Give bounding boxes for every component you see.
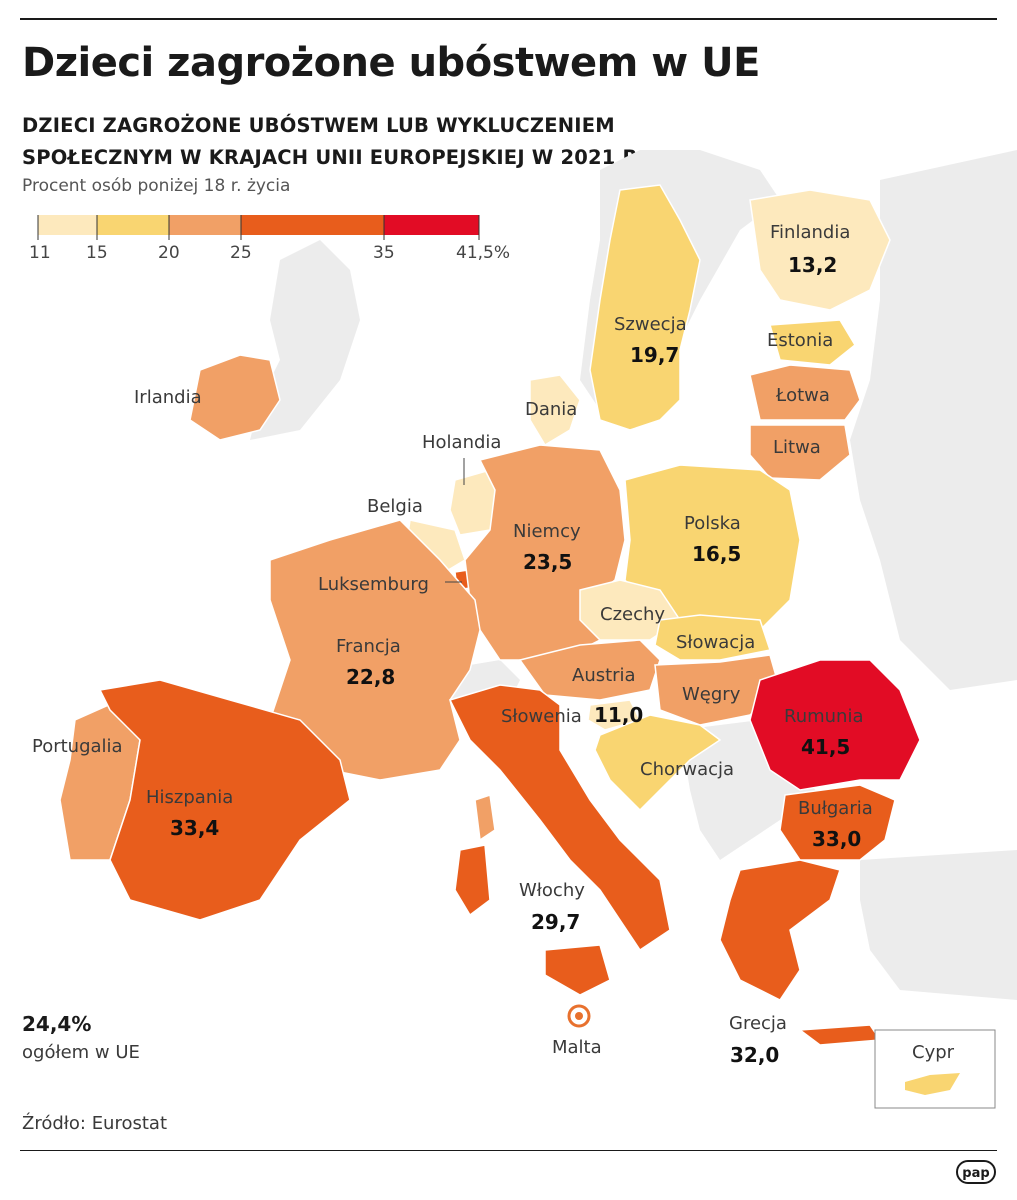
label-luksemburg: Luksemburg bbox=[318, 574, 429, 595]
label-hiszpania: Hiszpania bbox=[146, 787, 233, 808]
legend-tick-25: 25 bbox=[230, 243, 252, 263]
source-note: Źródło: Eurostat bbox=[22, 1113, 168, 1134]
label-slowenia: Słowenia bbox=[501, 706, 582, 727]
country-slowacja bbox=[654, 614, 771, 661]
country-grecja bbox=[719, 859, 841, 1001]
country-litwa bbox=[749, 424, 851, 481]
malta-dot bbox=[575, 1012, 583, 1020]
legend: 11 15 20 25 35 41,5% bbox=[29, 215, 510, 263]
value-rumunia: 41,5 bbox=[801, 735, 850, 759]
label-holandia: Holandia bbox=[422, 432, 501, 453]
eu-countries bbox=[59, 184, 921, 1046]
country-irlandia bbox=[189, 354, 281, 441]
subtitle: DZIECI ZAGROŻONE UBÓSTWEM LUB WYKLUCZENI… bbox=[22, 110, 646, 174]
country-bulgaria bbox=[779, 784, 896, 861]
label-wegry: Węgry bbox=[682, 684, 741, 705]
value-szwecja: 19,7 bbox=[630, 343, 679, 367]
country-cypr bbox=[905, 1073, 960, 1095]
value-polska: 16,5 bbox=[692, 542, 741, 566]
subtitle-line-1: DZIECI ZAGROŻONE UBÓSTWEM LUB WYKLUCZENI… bbox=[22, 114, 615, 137]
label-bulgaria: Bułgaria bbox=[798, 798, 873, 819]
label-malta: Malta bbox=[552, 1037, 602, 1058]
label-irlandia: Irlandia bbox=[134, 387, 202, 408]
legend-bin-20-25 bbox=[169, 215, 241, 235]
label-portugalia: Portugalia bbox=[32, 736, 123, 757]
turkey-shape bbox=[860, 850, 1017, 1000]
malta-marker bbox=[567, 1004, 591, 1028]
label-estonia: Estonia bbox=[767, 330, 833, 351]
label-austria: Austria bbox=[572, 665, 636, 686]
eu-total-value: 24,4% bbox=[22, 1012, 92, 1036]
legend-tick-11: 11 bbox=[29, 243, 51, 263]
label-rumunia: Rumunia bbox=[784, 706, 864, 727]
legend-tick-35: 35 bbox=[373, 243, 395, 263]
label-polska: Polska bbox=[684, 513, 741, 534]
pap-logo: pap bbox=[956, 1160, 996, 1184]
label-lotwa: Łotwa bbox=[775, 385, 830, 406]
country-austria bbox=[518, 639, 661, 701]
legend-bin-11-15 bbox=[38, 215, 97, 235]
unit-note: Procent osób poniżej 18 r. życia bbox=[22, 176, 291, 196]
country-dania bbox=[529, 374, 581, 447]
label-grecja: Grecja bbox=[729, 1013, 787, 1034]
value-slowenia: 11,0 bbox=[594, 703, 643, 727]
bottom-rule bbox=[20, 1150, 997, 1151]
cypr-inset-box bbox=[874, 1029, 996, 1109]
country-hiszpania bbox=[98, 679, 351, 921]
page-title: Dzieci zagrożone ubóstwem w UE bbox=[22, 40, 760, 86]
country-labels: Finlandia 13,2 Szwecja 19,7 Estonia Łotw… bbox=[32, 222, 955, 1067]
label-belgia: Belgia bbox=[367, 496, 423, 517]
legend-bin-25-35 bbox=[241, 215, 384, 235]
country-estonia bbox=[769, 319, 856, 366]
label-wlochy: Włochy bbox=[519, 880, 585, 901]
label-czechy: Czechy bbox=[600, 604, 665, 625]
legend-tick-15: 15 bbox=[86, 243, 108, 263]
country-slowenia bbox=[587, 699, 642, 731]
subtitle-line-2: SPOŁECZNYM W KRAJACH UNII EUROPEJSKIEJ W… bbox=[22, 146, 646, 169]
value-hiszpania: 33,4 bbox=[170, 816, 219, 840]
value-bulgaria: 33,0 bbox=[812, 827, 861, 851]
value-grecja: 32,0 bbox=[730, 1043, 779, 1067]
top-rule bbox=[20, 18, 997, 20]
country-szwecja bbox=[589, 184, 701, 431]
russia-shape bbox=[850, 150, 1017, 690]
label-cypr: Cypr bbox=[912, 1042, 955, 1063]
country-lotwa bbox=[749, 364, 861, 421]
country-kreta bbox=[797, 1024, 882, 1046]
eu-total-label: ogółem w UE bbox=[22, 1042, 140, 1063]
country-sardynia bbox=[454, 844, 491, 917]
label-slowacja: Słowacja bbox=[676, 632, 755, 653]
country-rumunia bbox=[749, 659, 921, 791]
legend-tick-41: 41,5% bbox=[456, 243, 510, 263]
value-finlandia: 13,2 bbox=[788, 253, 837, 277]
label-niemcy: Niemcy bbox=[513, 521, 581, 542]
label-chorwacja: Chorwacja bbox=[640, 759, 734, 780]
label-finlandia: Finlandia bbox=[770, 222, 850, 243]
value-francja: 22,8 bbox=[346, 665, 395, 689]
country-korsyka bbox=[474, 794, 496, 842]
label-litwa: Litwa bbox=[773, 437, 821, 458]
legend-tick-20: 20 bbox=[158, 243, 180, 263]
country-finlandia bbox=[749, 189, 891, 311]
country-francja bbox=[269, 519, 481, 781]
label-szwecja: Szwecja bbox=[614, 314, 687, 335]
label-dania: Dania bbox=[525, 399, 577, 420]
label-francja: Francja bbox=[336, 636, 401, 657]
country-wlochy bbox=[448, 684, 671, 952]
country-sycylia bbox=[544, 944, 611, 996]
legend-bin-35-41 bbox=[384, 215, 479, 235]
legend-bin-15-20 bbox=[97, 215, 169, 235]
country-chorwacja bbox=[594, 714, 722, 812]
value-niemcy: 23,5 bbox=[523, 550, 572, 574]
value-wlochy: 29,7 bbox=[531, 910, 580, 934]
